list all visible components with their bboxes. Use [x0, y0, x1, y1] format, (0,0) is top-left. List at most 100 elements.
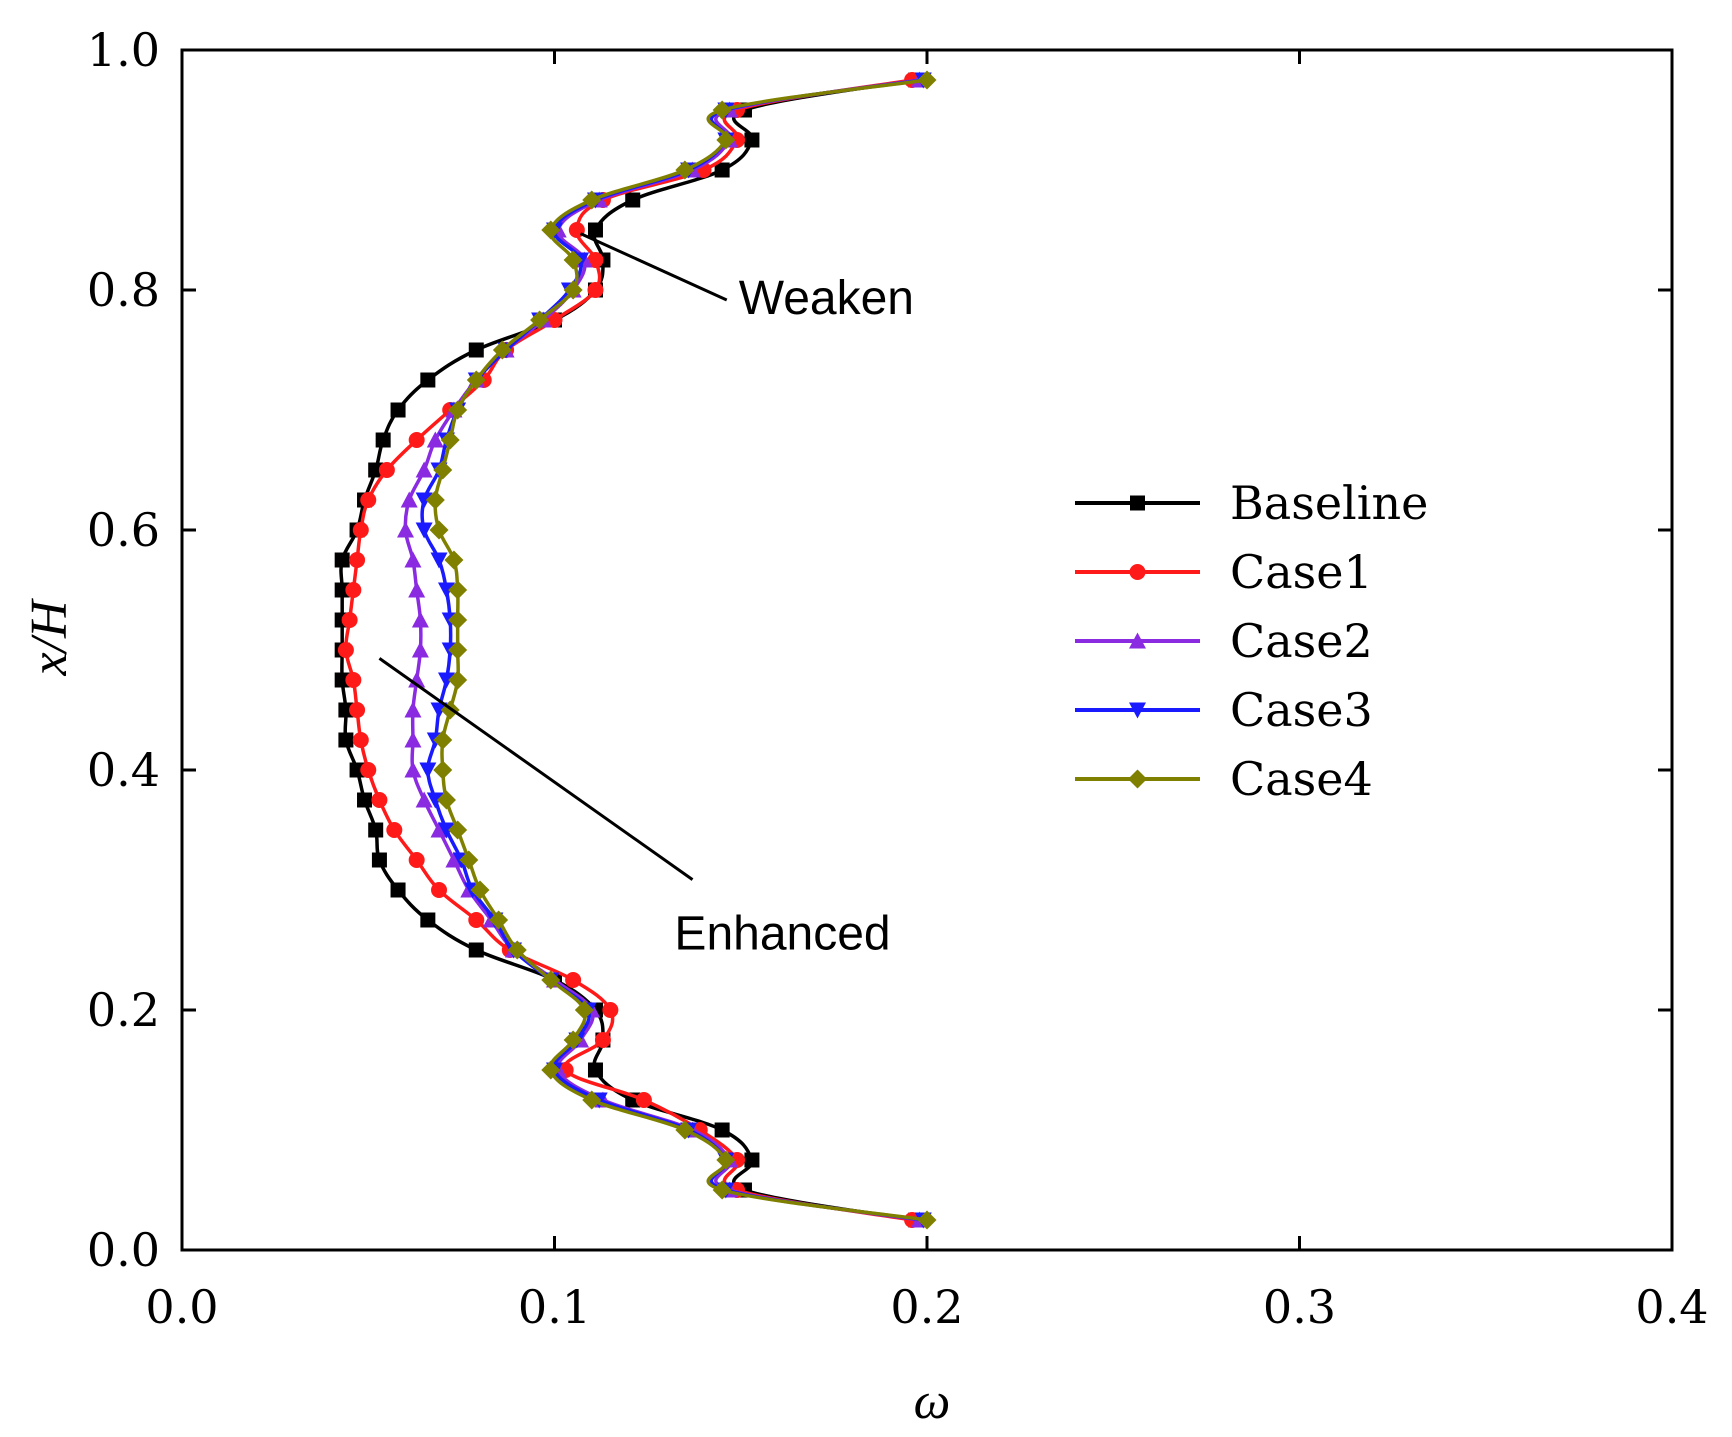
data-point-case3 — [430, 552, 448, 569]
data-point-baseline — [587, 222, 603, 238]
x-tick-label: 0.0 — [145, 1280, 218, 1334]
data-point-case4 — [716, 130, 736, 150]
series-case2 — [397, 71, 929, 1228]
data-point-case1 — [431, 882, 448, 898]
data-point-case1 — [408, 432, 425, 448]
y-axis-title: x/H — [21, 598, 78, 677]
data-point-case1 — [635, 1092, 652, 1108]
data-point-baseline — [468, 942, 484, 958]
data-point-case4 — [489, 910, 509, 930]
plot-frame — [180, 48, 1674, 1252]
data-point-case4 — [433, 460, 453, 480]
legend: Baseline Case1 Case2 Case3 Case4 — [1075, 476, 1428, 806]
data-point-case2 — [445, 851, 463, 868]
data-point-baseline — [587, 1062, 603, 1078]
data-point-case4 — [470, 880, 490, 900]
data-point-baseline — [357, 792, 373, 808]
data-point-case1 — [378, 462, 395, 478]
data-point-case1 — [337, 642, 354, 658]
data-point-baseline — [349, 762, 365, 778]
data-point-case1 — [352, 522, 369, 538]
data-point-case1 — [594, 1032, 611, 1048]
data-point-case4 — [541, 970, 561, 990]
data-point-case4 — [436, 790, 456, 810]
data-point-case2 — [426, 431, 444, 448]
y-tick-label: 0.4 — [87, 743, 160, 797]
data-point-case3 — [426, 792, 444, 809]
data-point-baseline — [375, 432, 391, 448]
data-point-case1 — [352, 732, 369, 748]
annotation-label-weaken: Weaken — [739, 272, 914, 325]
data-point-case1 — [345, 582, 362, 598]
legend-label-case2: Case2 — [1230, 614, 1373, 668]
data-point-case4 — [675, 160, 695, 180]
data-point-baseline — [368, 822, 384, 838]
data-point-case4 — [507, 940, 527, 960]
data-point-case4 — [917, 1210, 937, 1230]
y-tick-label: 0.8 — [87, 263, 160, 317]
data-point-case4 — [444, 550, 464, 570]
series-line-baseline — [339, 78, 917, 1222]
data-point-case4 — [716, 1150, 736, 1170]
data-point-baseline — [390, 882, 406, 898]
legend-item-case1: Case1 — [1075, 545, 1373, 599]
data-point-case4 — [492, 340, 512, 360]
legend-item-case4: Case4 — [1075, 752, 1373, 806]
data-point-baseline — [744, 132, 760, 148]
annotation-line-enhanced — [378, 657, 694, 881]
y-tick-label: 0.2 — [87, 983, 160, 1037]
data-point-case2 — [430, 821, 448, 838]
data-point-baseline — [468, 342, 484, 358]
series-line-case1 — [344, 78, 913, 1222]
legend-label-case4: Case4 — [1230, 752, 1373, 806]
x-tick-label: 0.3 — [1263, 1280, 1336, 1334]
data-point-case4 — [541, 1060, 561, 1080]
data-point-case4 — [574, 1000, 594, 1020]
legend-item-baseline: Baseline — [1075, 476, 1428, 530]
data-point-case3 — [415, 522, 433, 539]
legend-marker-case1 — [1129, 564, 1146, 580]
data-point-baseline — [334, 672, 350, 688]
data-point-case3 — [437, 822, 455, 839]
data-point-case4 — [466, 370, 486, 390]
data-point-case4 — [712, 1180, 732, 1200]
data-point-case1 — [360, 492, 377, 508]
annotation-line-weaken — [579, 232, 728, 302]
data-point-case4 — [917, 70, 937, 90]
axes-layer: 0.0 0.1 0.2 0.3 0.4 0.0 0.2 0.4 0.6 0.8 1.0 — [87, 23, 1709, 1334]
data-point-case1 — [371, 792, 388, 808]
data-point-case4 — [582, 1090, 602, 1110]
data-point-case4 — [433, 730, 453, 750]
data-point-baseline — [334, 552, 350, 568]
data-point-case4 — [448, 820, 468, 840]
data-point-case2 — [415, 461, 433, 478]
data-point-baseline — [714, 162, 730, 178]
legend-marker-case3 — [1129, 702, 1146, 719]
x-tick-label: 0.1 — [518, 1280, 591, 1334]
data-point-baseline — [420, 912, 436, 928]
legend-label-case3: Case3 — [1230, 683, 1373, 737]
data-point-baseline — [368, 462, 384, 478]
series-case3 — [415, 72, 932, 1229]
data-point-baseline — [625, 192, 641, 208]
data-point-baseline — [744, 1152, 760, 1168]
data-point-case4 — [563, 280, 583, 300]
data-point-case1 — [587, 282, 604, 298]
data-point-case1 — [349, 552, 366, 568]
data-point-case4 — [448, 640, 468, 660]
data-point-case4 — [563, 250, 583, 270]
data-point-baseline — [338, 732, 354, 748]
y-tick-label: 0.0 — [87, 1223, 160, 1277]
data-point-case4 — [448, 670, 468, 690]
data-point-case2 — [415, 791, 433, 808]
data-point-case3 — [430, 702, 448, 719]
data-point-case4 — [530, 310, 550, 330]
data-point-case4 — [433, 760, 453, 780]
legend-item-case3: Case3 — [1075, 683, 1373, 737]
data-point-case4 — [675, 1120, 695, 1140]
data-point-case4 — [448, 610, 468, 630]
y-tick-label: 0.6 — [87, 503, 160, 557]
data-point-case1 — [587, 252, 604, 268]
x-tick-label: 0.4 — [1635, 1280, 1708, 1334]
